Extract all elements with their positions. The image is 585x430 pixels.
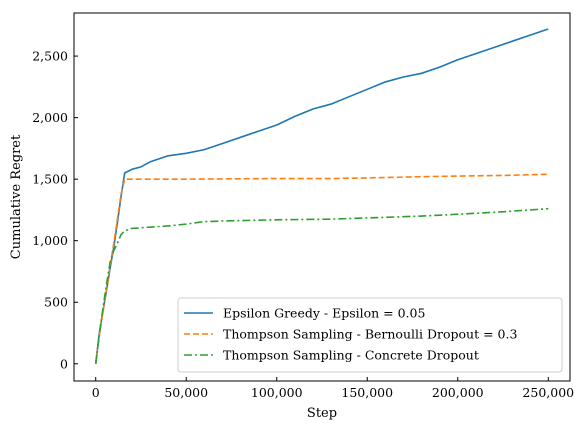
- x-tick-label: 150,000: [341, 385, 393, 400]
- legend-box: [177, 297, 563, 373]
- legend-label-2: Thompson Sampling - Bernoulli Dropout = …: [223, 327, 517, 342]
- x-tick-label: 200,000: [432, 385, 484, 400]
- legend: Epsilon Greedy - Epsilon = 0.05 Thompson …: [177, 297, 563, 373]
- legend-label-3: Thompson Sampling - Concrete Dropout: [223, 348, 479, 363]
- x-tick-label: 50,000: [164, 385, 208, 400]
- series-line-2: [94, 173, 549, 364]
- y-tick-label: 0: [60, 356, 68, 371]
- series-line-3: [94, 207, 549, 364]
- y-tick-label: 2,000: [32, 110, 68, 125]
- legend-label-1: Epsilon Greedy - Epsilon = 0.05: [223, 306, 425, 321]
- y-tick-label: 2,500: [32, 49, 68, 64]
- y-axis-title: Cumulative Regret: [9, 134, 24, 259]
- y-tick-label: 1,000: [32, 233, 68, 248]
- y-tick-label: 1,500: [32, 172, 68, 187]
- series-layer: [94, 28, 549, 364]
- y-tick-label: 500: [44, 295, 68, 310]
- plot-area-frame: [73, 12, 571, 382]
- ticks-layer: 0 50,000 100,000 150,000 200,000 250,000 0 500 1…: [32, 49, 574, 400]
- x-tick-label: 100,000: [251, 385, 303, 400]
- x-tick-label: 0: [92, 385, 100, 400]
- x-tick-label: 250,000: [522, 385, 574, 400]
- x-axis-title: Step: [307, 406, 337, 421]
